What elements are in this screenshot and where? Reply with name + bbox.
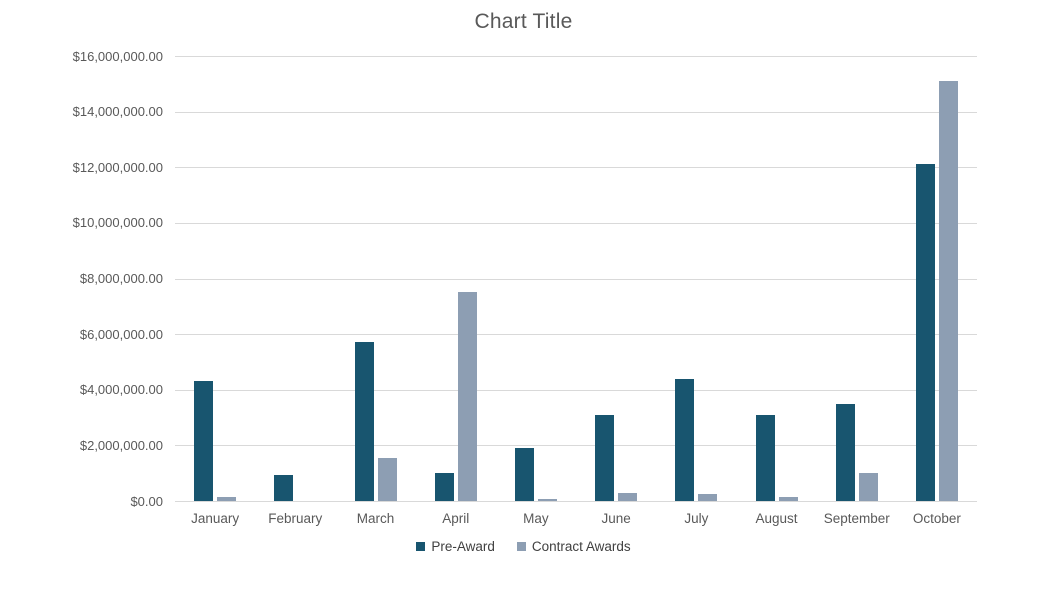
gridline — [175, 278, 977, 280]
x-axis-tick-label: October — [912, 511, 961, 526]
bar-pre-award-march[interactable] — [354, 342, 374, 501]
bar-pre-award-january[interactable] — [194, 381, 214, 501]
legend-swatch-icon — [516, 542, 526, 551]
y-axis-tick-label: $8,000,000.00 — [79, 271, 163, 286]
gridline — [175, 445, 977, 447]
legend-label: Pre-Award — [431, 539, 495, 554]
x-axis-tick-label: August — [755, 511, 798, 526]
bar-contract-awards-october[interactable] — [938, 81, 958, 501]
y-axis-tick-labels: $16,000,000.00 $14,000,000.00 $12,000,000.… — [0, 49, 163, 509]
y-axis-tick-label: $12,000,000.00 — [72, 159, 163, 175]
bar-contract-awards-may[interactable] — [537, 498, 557, 501]
bar-contract-awards-june[interactable] — [618, 492, 638, 501]
gridline — [175, 389, 977, 391]
x-axis-tick-label: March — [356, 511, 395, 526]
legend-label: Contract Awards — [531, 539, 631, 554]
x-axis-tick-label: April — [442, 511, 470, 526]
bar-contract-awards-january[interactable] — [217, 496, 237, 501]
y-axis-tick-label: $4,000,000.00 — [79, 382, 163, 398]
bar-pre-award-june[interactable] — [595, 414, 615, 501]
plot-area — [175, 56, 977, 502]
y-axis-tick-label: $16,000,000.00 — [72, 48, 163, 64]
gridline — [175, 501, 977, 502]
y-axis-tick-label: $6,000,000.00 — [79, 326, 163, 342]
gridline — [175, 334, 977, 336]
legend[interactable]: Pre-Award Contract Awards — [0, 539, 1047, 554]
y-axis-tick-label: $14,000,000.00 — [72, 104, 163, 120]
gridline — [175, 222, 977, 224]
x-axis-tick-label: July — [684, 511, 709, 526]
bar-pre-award-july[interactable] — [675, 378, 695, 501]
y-axis-tick-label: $10,000,000.00 — [72, 215, 163, 231]
legend-swatch-icon — [416, 542, 426, 551]
bar-contract-awards-september[interactable] — [858, 473, 878, 501]
legend-item-pre-award[interactable]: Pre-Award — [416, 539, 495, 554]
gridline — [175, 167, 977, 169]
bar-pre-award-may[interactable] — [514, 448, 534, 501]
legend-item-contract-awards[interactable]: Contract Awards — [516, 539, 631, 554]
y-axis-tick-label: $2,000,000.00 — [79, 437, 163, 453]
bar-contract-awards-march[interactable] — [377, 457, 397, 501]
gridline — [175, 56, 977, 57]
x-axis-tick-label: June — [601, 511, 631, 526]
bar-contract-awards-august[interactable] — [778, 496, 798, 501]
bar-pre-award-february[interactable] — [274, 474, 294, 501]
x-axis-tick-labels: January February March April May June July Augu… — [175, 511, 977, 526]
x-axis-tick-label: January — [191, 511, 240, 526]
y-axis-tick-label: $0.00 — [130, 493, 163, 509]
gridline — [175, 111, 977, 113]
x-axis-tick-label: September — [823, 511, 890, 526]
x-axis-tick-label: May — [523, 511, 549, 526]
bar-pre-award-october[interactable] — [915, 164, 935, 501]
bar-contract-awards-april[interactable] — [457, 292, 477, 501]
bar-pre-award-august[interactable] — [755, 414, 775, 501]
bar-pre-award-september[interactable] — [835, 403, 855, 501]
bar-pre-award-april[interactable] — [434, 473, 454, 501]
bar-contract-awards-july[interactable] — [698, 494, 718, 501]
x-axis-tick-label: February — [268, 511, 323, 526]
chart-title[interactable]: Chart Title — [474, 10, 573, 33]
